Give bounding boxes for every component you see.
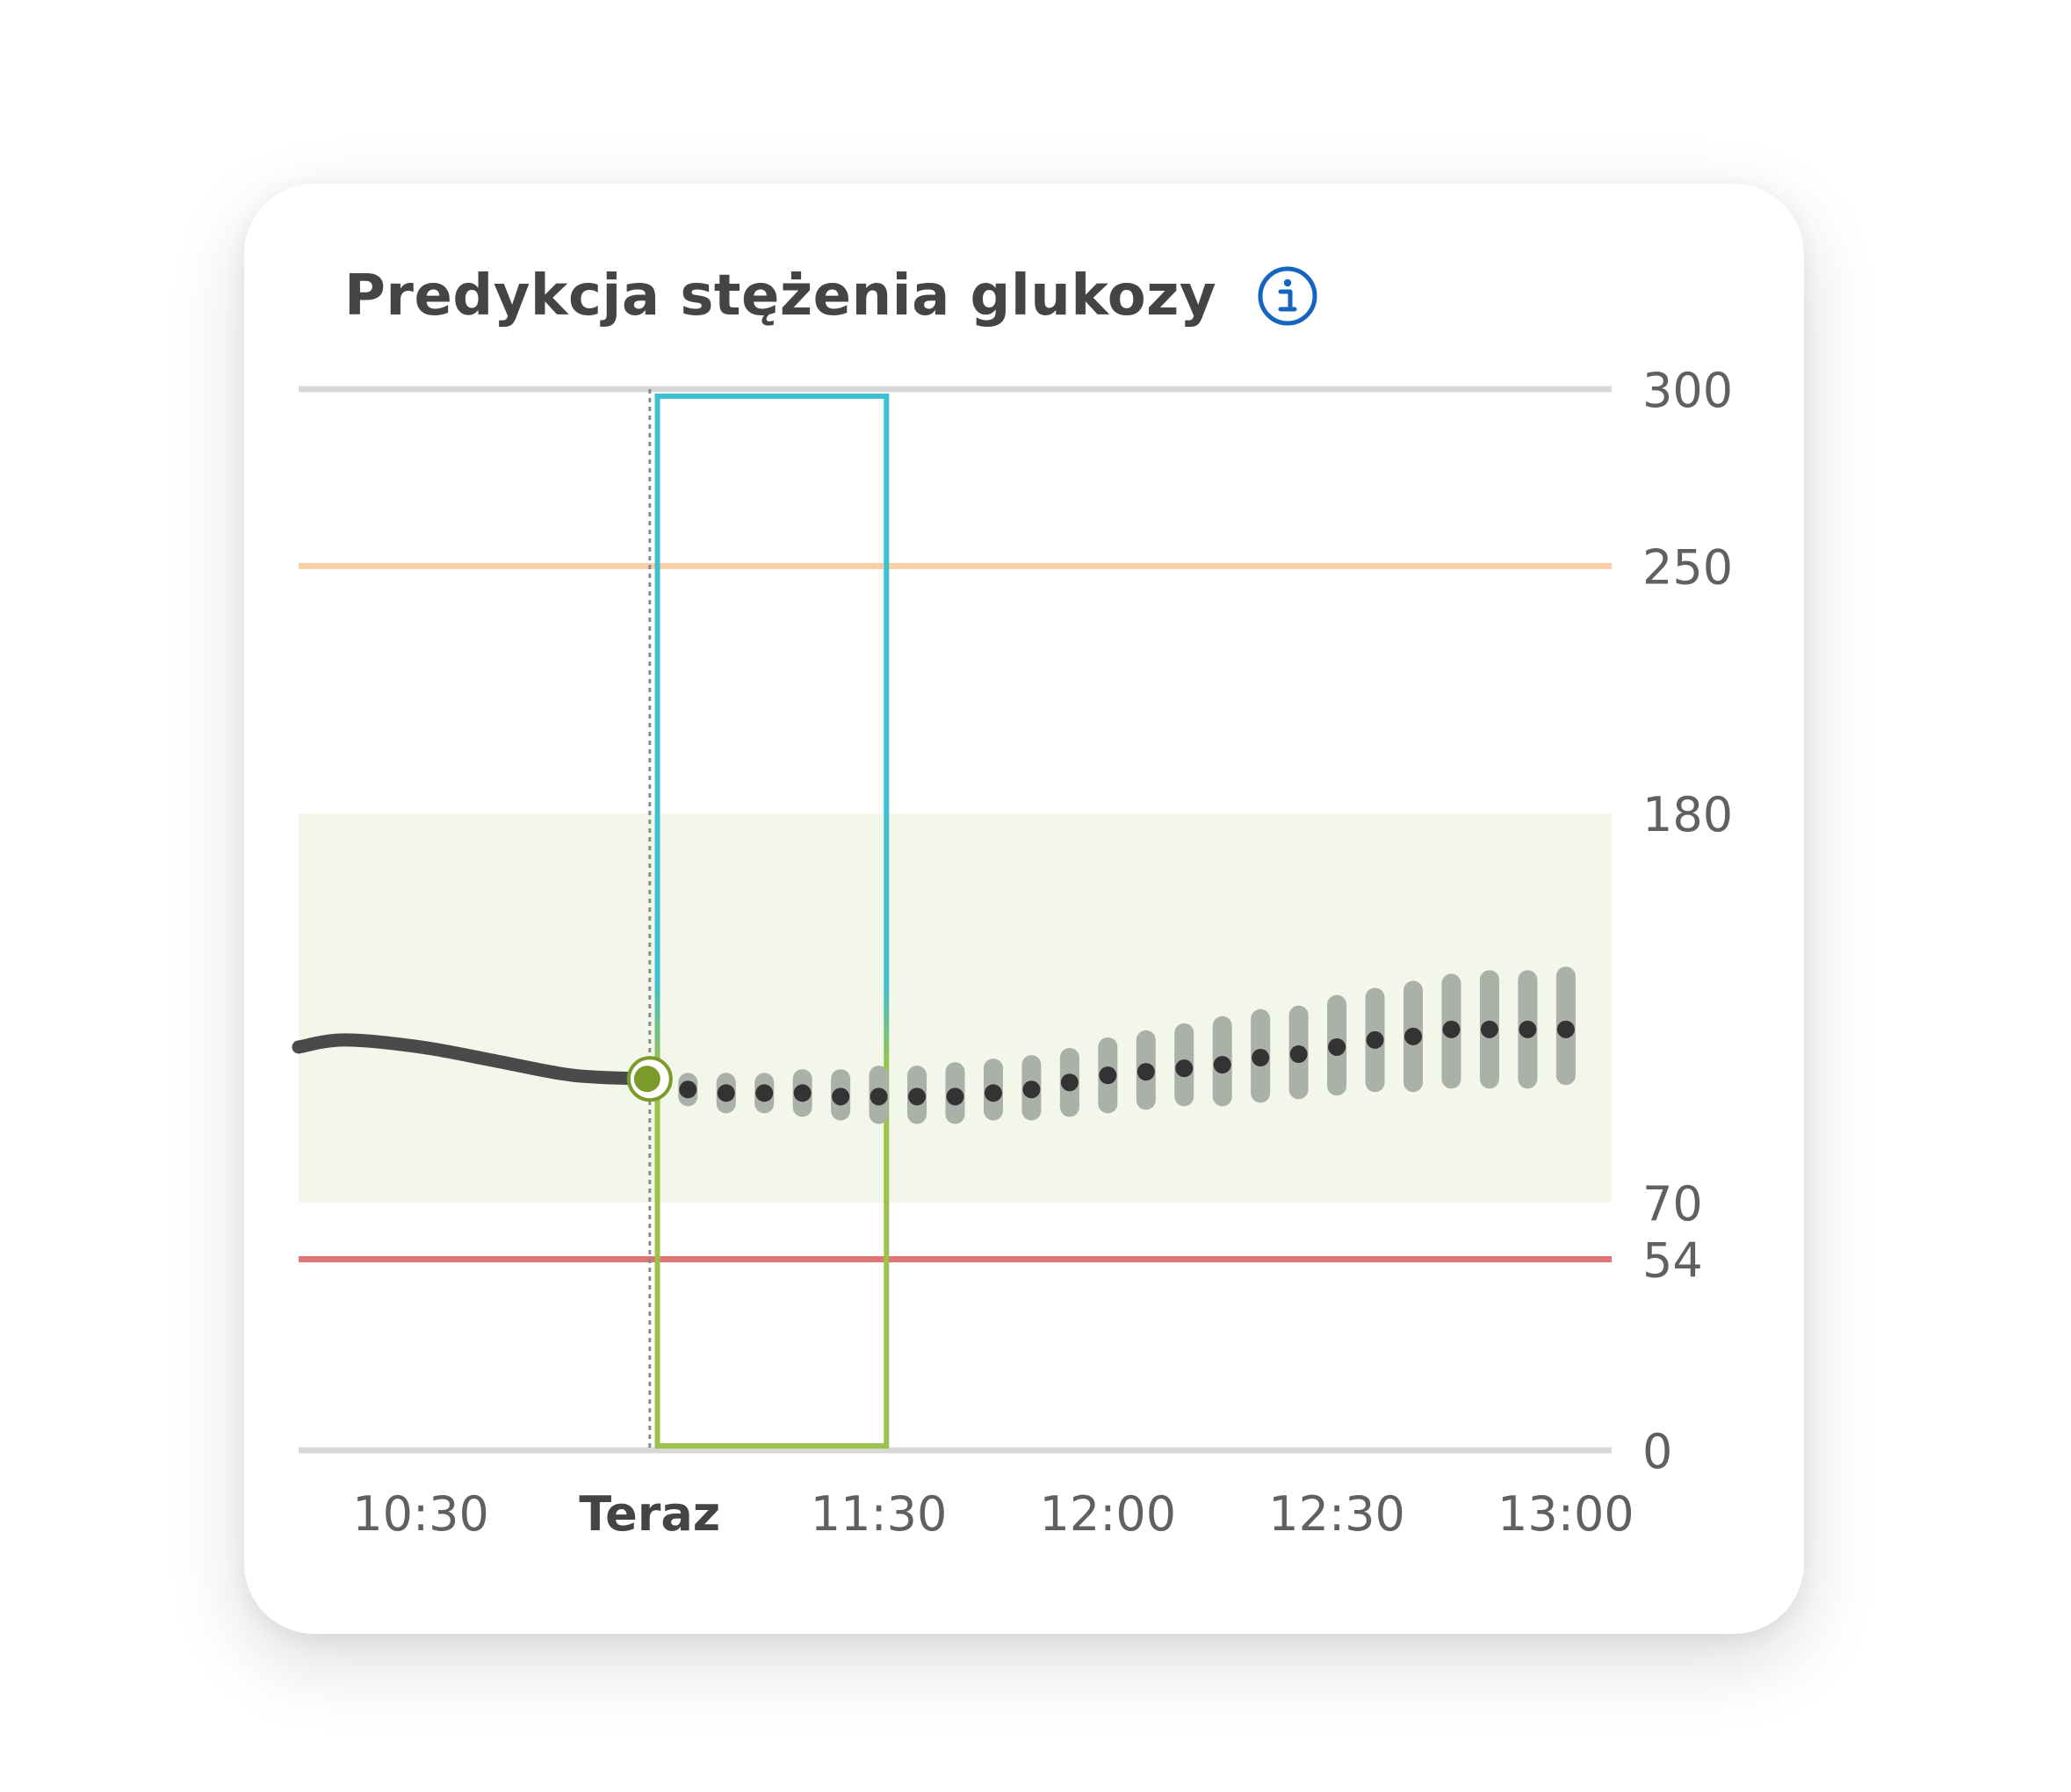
y-tick-label: 250 xyxy=(1642,539,1733,595)
prediction-point-0 xyxy=(679,1080,697,1099)
prediction-point-20 xyxy=(1442,1020,1461,1038)
x-tick-label: 12:00 xyxy=(1040,1486,1177,1542)
prediction-point-17 xyxy=(1328,1037,1346,1056)
prediction-point-10 xyxy=(1060,1073,1079,1092)
y-tick-label: 180 xyxy=(1642,787,1733,842)
prediction-point-1 xyxy=(717,1084,735,1102)
prediction-point-6 xyxy=(908,1087,927,1106)
prediction-point-22 xyxy=(1519,1020,1537,1038)
prediction-point-15 xyxy=(1252,1049,1270,1067)
x-tick-label: 13:00 xyxy=(1497,1486,1634,1542)
prediction-point-12 xyxy=(1137,1063,1155,1081)
x-tick-label: 11:30 xyxy=(811,1486,948,1542)
prediction-point-11 xyxy=(1099,1066,1117,1085)
x-tick-label: 10:30 xyxy=(352,1486,489,1542)
y-tick-label: 54 xyxy=(1642,1233,1703,1289)
prediction-window-highlight xyxy=(654,394,890,1449)
prediction-point-7 xyxy=(946,1087,964,1106)
prediction-point-21 xyxy=(1480,1020,1498,1038)
prediction-point-8 xyxy=(984,1084,1002,1102)
x-tick-label: 12:30 xyxy=(1268,1486,1405,1542)
prediction-point-13 xyxy=(1175,1059,1194,1078)
prediction-point-14 xyxy=(1213,1056,1231,1074)
y-tick-label: 70 xyxy=(1642,1176,1703,1232)
prediction-point-5 xyxy=(870,1087,888,1106)
current-value-dot xyxy=(633,1066,660,1093)
card-header: Predykcja stężenia glukozy xyxy=(344,264,1318,329)
prediction-point-9 xyxy=(1022,1080,1041,1099)
y-tick-label: 300 xyxy=(1642,363,1733,418)
prediction-point-23 xyxy=(1556,1020,1575,1038)
card-title: Predykcja stężenia glukozy xyxy=(344,264,1217,329)
prediction-point-2 xyxy=(755,1084,774,1102)
info-icon[interactable] xyxy=(1257,265,1318,327)
y-tick-label: 0 xyxy=(1642,1424,1672,1479)
target-range-band xyxy=(299,813,1612,1203)
prediction-point-18 xyxy=(1366,1030,1384,1049)
x-tick-label: Teraz xyxy=(579,1486,720,1542)
prediction-point-4 xyxy=(832,1087,850,1106)
prediction-point-16 xyxy=(1289,1045,1308,1064)
prediction-point-19 xyxy=(1404,1027,1423,1045)
history-line xyxy=(292,1033,657,1086)
prediction-point-3 xyxy=(793,1084,812,1102)
